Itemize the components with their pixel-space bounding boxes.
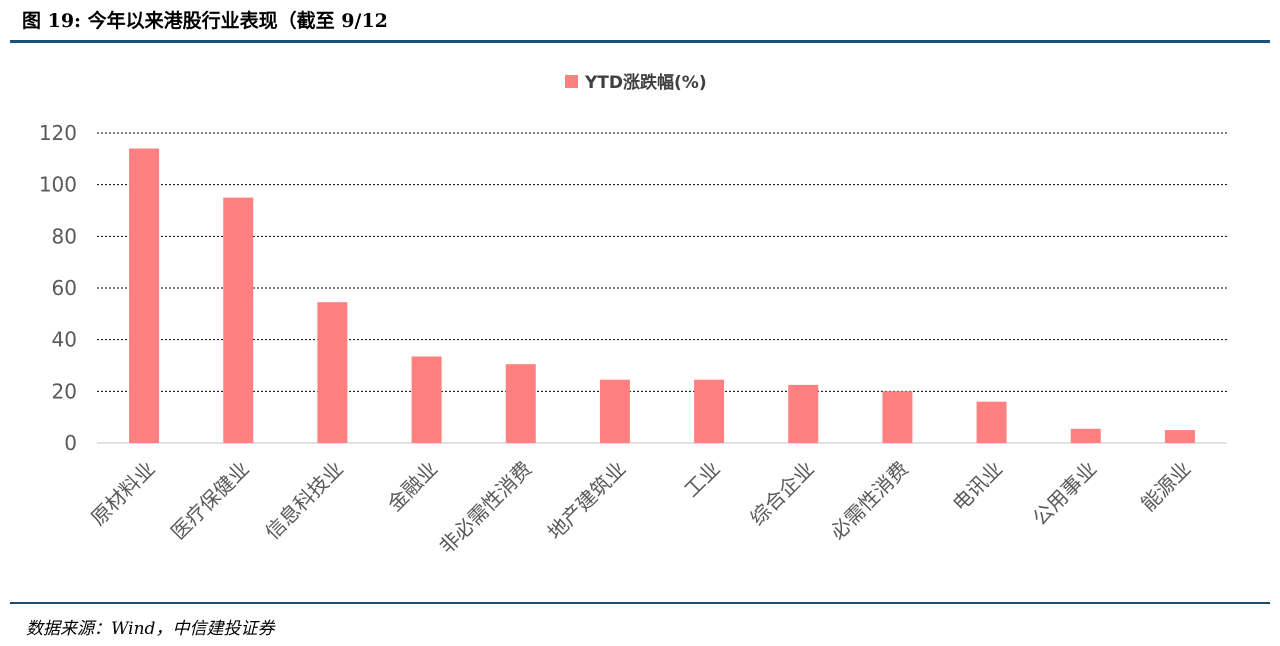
- bar: [1070, 428, 1101, 443]
- y-tick-label: 80: [52, 224, 77, 248]
- bar: [599, 379, 630, 443]
- y-tick-label: 100: [39, 173, 77, 197]
- bar: [1164, 430, 1195, 443]
- bars: [129, 148, 1195, 443]
- y-tick-label: 20: [52, 379, 77, 403]
- figure-title: 图 19: 今年以来港股行业表现（截至 9/12: [22, 10, 388, 32]
- legend-label: YTD涨跌幅(%): [584, 72, 707, 93]
- x-tick-label: 综合企业: [745, 457, 819, 531]
- x-tick-label: 电讯业: [948, 457, 1007, 516]
- x-axis-ticks: 原材料业 医疗保健业 信息科技业 金融业非必需性消费 地产建筑业 工业 综合企业 必需性消费电…: [86, 457, 1195, 559]
- bar: [411, 356, 442, 443]
- y-tick-label: 40: [52, 328, 77, 352]
- x-tick-label: 能源业: [1136, 457, 1195, 516]
- bar: [882, 391, 913, 443]
- x-tick-label: 必需性消费: [825, 457, 913, 545]
- bar: [505, 364, 536, 443]
- legend: YTD涨跌幅(%): [565, 72, 707, 93]
- y-tick-label: 0: [64, 431, 77, 455]
- x-tick-label: 地产建筑业: [543, 457, 631, 545]
- bar: [317, 302, 348, 443]
- x-tick-label: 工业: [679, 457, 724, 502]
- bar: [129, 148, 160, 443]
- bottom-rule: [10, 602, 1270, 604]
- bar: [788, 384, 819, 443]
- x-tick-label: 医疗保健业: [166, 457, 254, 545]
- x-tick-label: 非必需性消费: [434, 457, 536, 559]
- y-tick-label: 60: [52, 276, 77, 300]
- bar-chart: 0 20 40 60 80 100 120 原材料业 医疗保健业 信息科技业 金融业非必需性消费地…: [39, 72, 1227, 559]
- source-note: 数据来源：Wind，中信建投证券: [26, 619, 275, 639]
- top-rule: [10, 40, 1270, 43]
- x-tick-label: 信息科技业: [260, 457, 348, 545]
- bar: [694, 379, 725, 443]
- bar: [223, 197, 254, 443]
- legend-swatch: [565, 75, 578, 88]
- bar: [976, 401, 1007, 443]
- x-tick-label: 公用事业: [1028, 457, 1102, 531]
- y-axis-ticks: 0 20 40 60 80 100 120: [39, 121, 77, 455]
- grid-lines: [97, 132, 1227, 444]
- y-tick-label: 120: [39, 121, 77, 145]
- x-tick-label: 原材料业: [86, 457, 160, 531]
- x-tick-label: 金融业: [383, 457, 442, 516]
